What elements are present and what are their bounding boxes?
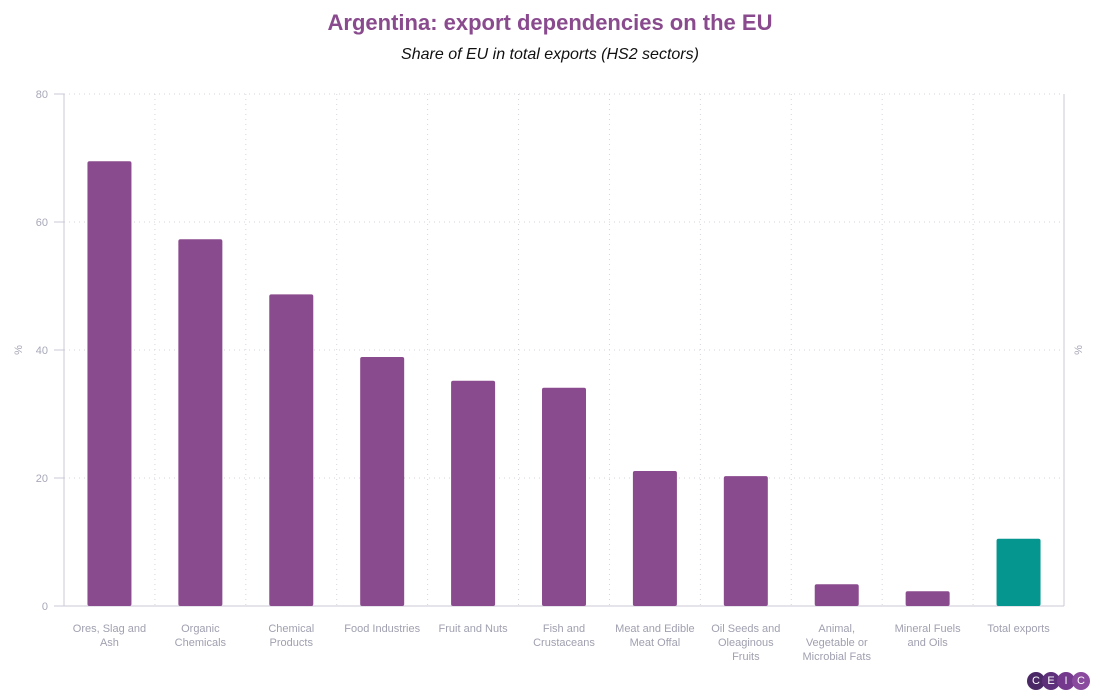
bar xyxy=(178,239,223,606)
y-tick-label: 60 xyxy=(36,217,48,229)
x-tick-label: Ores, Slag and Ash xyxy=(73,623,146,649)
y-tick-label: 40 xyxy=(36,345,48,357)
x-tick-label: Fruit and Nuts xyxy=(439,623,509,635)
bar xyxy=(905,591,950,606)
x-tick-label: Animal, Vegetable or Microbial Fats xyxy=(802,623,871,663)
bar xyxy=(996,538,1041,606)
logo-letter: E xyxy=(1042,672,1060,690)
y-tick-label: 20 xyxy=(36,473,48,485)
x-tick-label: Oil Seeds and Oleaginous Fruits xyxy=(711,623,780,663)
logo-letter: C xyxy=(1027,672,1045,690)
x-tick-label: Organic Chemicals xyxy=(175,623,227,649)
x-tick-label: Total exports xyxy=(987,623,1050,635)
x-tick-label: Meat and Edible Meat Offal xyxy=(615,623,695,649)
bar xyxy=(723,476,768,606)
logo-letter: C xyxy=(1072,672,1090,690)
y-axis-label-right: % xyxy=(1073,345,1085,355)
logo-letter: I xyxy=(1057,672,1075,690)
bar xyxy=(814,584,859,606)
chart-subtitle: Share of EU in total exports (HS2 sector… xyxy=(401,46,699,63)
bar xyxy=(269,294,314,606)
bar xyxy=(542,387,586,606)
y-axis-label: % xyxy=(13,345,25,355)
bar xyxy=(360,357,405,606)
x-tick-label: Fish and Crustaceans xyxy=(533,623,595,649)
x-tick-label: Chemical Products xyxy=(268,623,314,649)
y-tick-label: 0 xyxy=(42,601,48,613)
y-tick-label: 80 xyxy=(36,89,48,101)
bar xyxy=(87,161,132,606)
chart-title: Argentina: export dependencies on the EU xyxy=(327,10,773,35)
bar xyxy=(632,470,677,606)
bar xyxy=(451,380,496,606)
x-tick-label: Mineral Fuels and Oils xyxy=(895,623,962,649)
x-tick-label: Food Industries xyxy=(344,623,420,635)
